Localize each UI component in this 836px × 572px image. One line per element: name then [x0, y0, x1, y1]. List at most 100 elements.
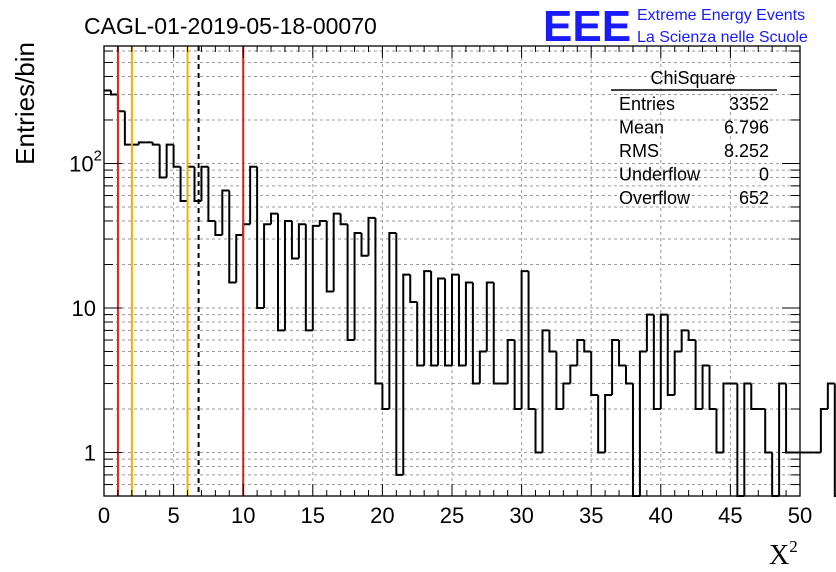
- histogram-bin: [172, 144, 181, 168]
- histogram-bin: [388, 232, 397, 409]
- histogram-bin: [395, 233, 404, 476]
- histogram-bin: [715, 408, 724, 454]
- x-tick-label: 5: [167, 503, 179, 528]
- histogram-bin: [569, 364, 578, 384]
- histogram-bin: [611, 339, 620, 395]
- axis-ticks: [103, 46, 801, 497]
- histogram-bin: [645, 313, 654, 352]
- histogram-bin: [604, 393, 613, 453]
- histogram-bin: [583, 340, 592, 353]
- histogram-bin: [513, 340, 522, 410]
- histogram-bin: [471, 282, 480, 385]
- x-axis-title-superscript: 2: [789, 537, 798, 556]
- stats-row-label: RMS: [619, 141, 659, 161]
- histogram-bin: [304, 224, 313, 332]
- histogram-bin: [402, 273, 411, 475]
- x-tick-label: 30: [509, 503, 533, 528]
- stats-box-rows: Entries 3352 Mean 6.796 RMS 8.252 Underflow 0 Ov…: [619, 94, 769, 208]
- histogram-bin: [409, 274, 418, 304]
- stats-row-label: Mean: [619, 118, 664, 138]
- histogram-bin: [228, 190, 237, 284]
- histogram-bin: [722, 382, 731, 453]
- histogram-bin: [158, 144, 167, 179]
- stats-row-label: Entries: [619, 94, 675, 114]
- x-tick-label: 50: [788, 503, 812, 528]
- histogram-bin: [687, 330, 696, 342]
- histogram-bin: [256, 166, 265, 309]
- stats-row-label: Overflow: [619, 188, 691, 208]
- brand-line-1: Extreme Energy Events: [637, 7, 805, 24]
- x-tick-label: 45: [718, 503, 742, 528]
- histogram-bin: [263, 223, 272, 308]
- y-tick-label: 10: [72, 296, 96, 321]
- histogram-bin: [638, 350, 647, 496]
- histogram-bin: [743, 382, 752, 496]
- histogram-bin: [283, 219, 292, 331]
- histogram-bin: [562, 382, 571, 409]
- y-axis-title: Entries/bin: [10, 42, 40, 165]
- histogram-bin: [694, 340, 703, 410]
- histogram-bin: [750, 383, 759, 410]
- histogram-bin: [200, 165, 209, 201]
- histogram-bin: [221, 189, 230, 235]
- histogram-bin: [235, 233, 244, 283]
- histogram-bin: [673, 350, 682, 395]
- histogram-bin: [360, 233, 369, 257]
- histogram-bin: [151, 142, 160, 146]
- histogram-bin: [367, 216, 376, 256]
- histogram-bin: [659, 313, 668, 409]
- histogram-bin: [249, 165, 258, 225]
- x-axis-title: X2: [769, 537, 798, 571]
- histogram-bin: [506, 339, 515, 384]
- histogram-bin: [137, 141, 146, 145]
- histogram-bin: [464, 281, 473, 366]
- histogram-bin: [625, 365, 633, 385]
- x-axis-title-main: X: [769, 540, 789, 571]
- x-tick-label: 25: [440, 503, 464, 528]
- x-tick-label: 40: [649, 503, 673, 528]
- x-tick-label: 15: [301, 503, 325, 528]
- histogram-bin: [590, 351, 599, 396]
- histogram-bin: [597, 394, 606, 454]
- histogram-bin: [708, 365, 717, 410]
- histogram-bin: [430, 271, 439, 367]
- histogram-bin: [485, 281, 494, 352]
- histogram-bin: [652, 314, 661, 410]
- histogram-bin: [332, 212, 341, 292]
- stats-row-value: 6.796: [724, 118, 769, 138]
- histogram-bin: [297, 223, 306, 259]
- y-tick-label: 1: [84, 440, 96, 465]
- eee-logo: EEE: [543, 2, 631, 51]
- histogram-bin: [555, 351, 564, 410]
- reference-lines: [116, 46, 245, 496]
- stats-row-value: 8.252: [724, 141, 769, 161]
- histogram-bin: [416, 302, 425, 367]
- histogram-bin: [618, 340, 626, 367]
- histogram-bin: [214, 220, 223, 236]
- histogram-bin: [478, 350, 487, 384]
- brand-line-2: La Scienza nelle Scuole: [637, 29, 808, 46]
- histogram-bin: [527, 271, 536, 410]
- histogram-bin: [318, 219, 327, 226]
- x-tick-label: 10: [231, 503, 255, 528]
- histogram-bin: [833, 383, 836, 497]
- histogram-bin: [819, 407, 828, 453]
- histogram-bin: [666, 314, 675, 396]
- x-tick-label: 0: [98, 503, 110, 528]
- histogram-bin: [277, 213, 285, 332]
- stats-row-value: 0: [759, 165, 769, 185]
- stats-box-title: ChiSquare: [650, 68, 735, 88]
- stats-row-label: Underflow: [619, 165, 701, 185]
- y-tick-label: 102: [69, 147, 102, 176]
- histogram-bin: [576, 339, 585, 366]
- histogram-bin: [548, 330, 557, 353]
- stats-row-value: 652: [739, 188, 769, 208]
- histogram-bin: [826, 382, 835, 409]
- histogram-bin: [339, 213, 348, 226]
- histogram-bin: [179, 166, 188, 202]
- histogram-bin: [764, 408, 773, 454]
- histogram-bin: [374, 217, 383, 385]
